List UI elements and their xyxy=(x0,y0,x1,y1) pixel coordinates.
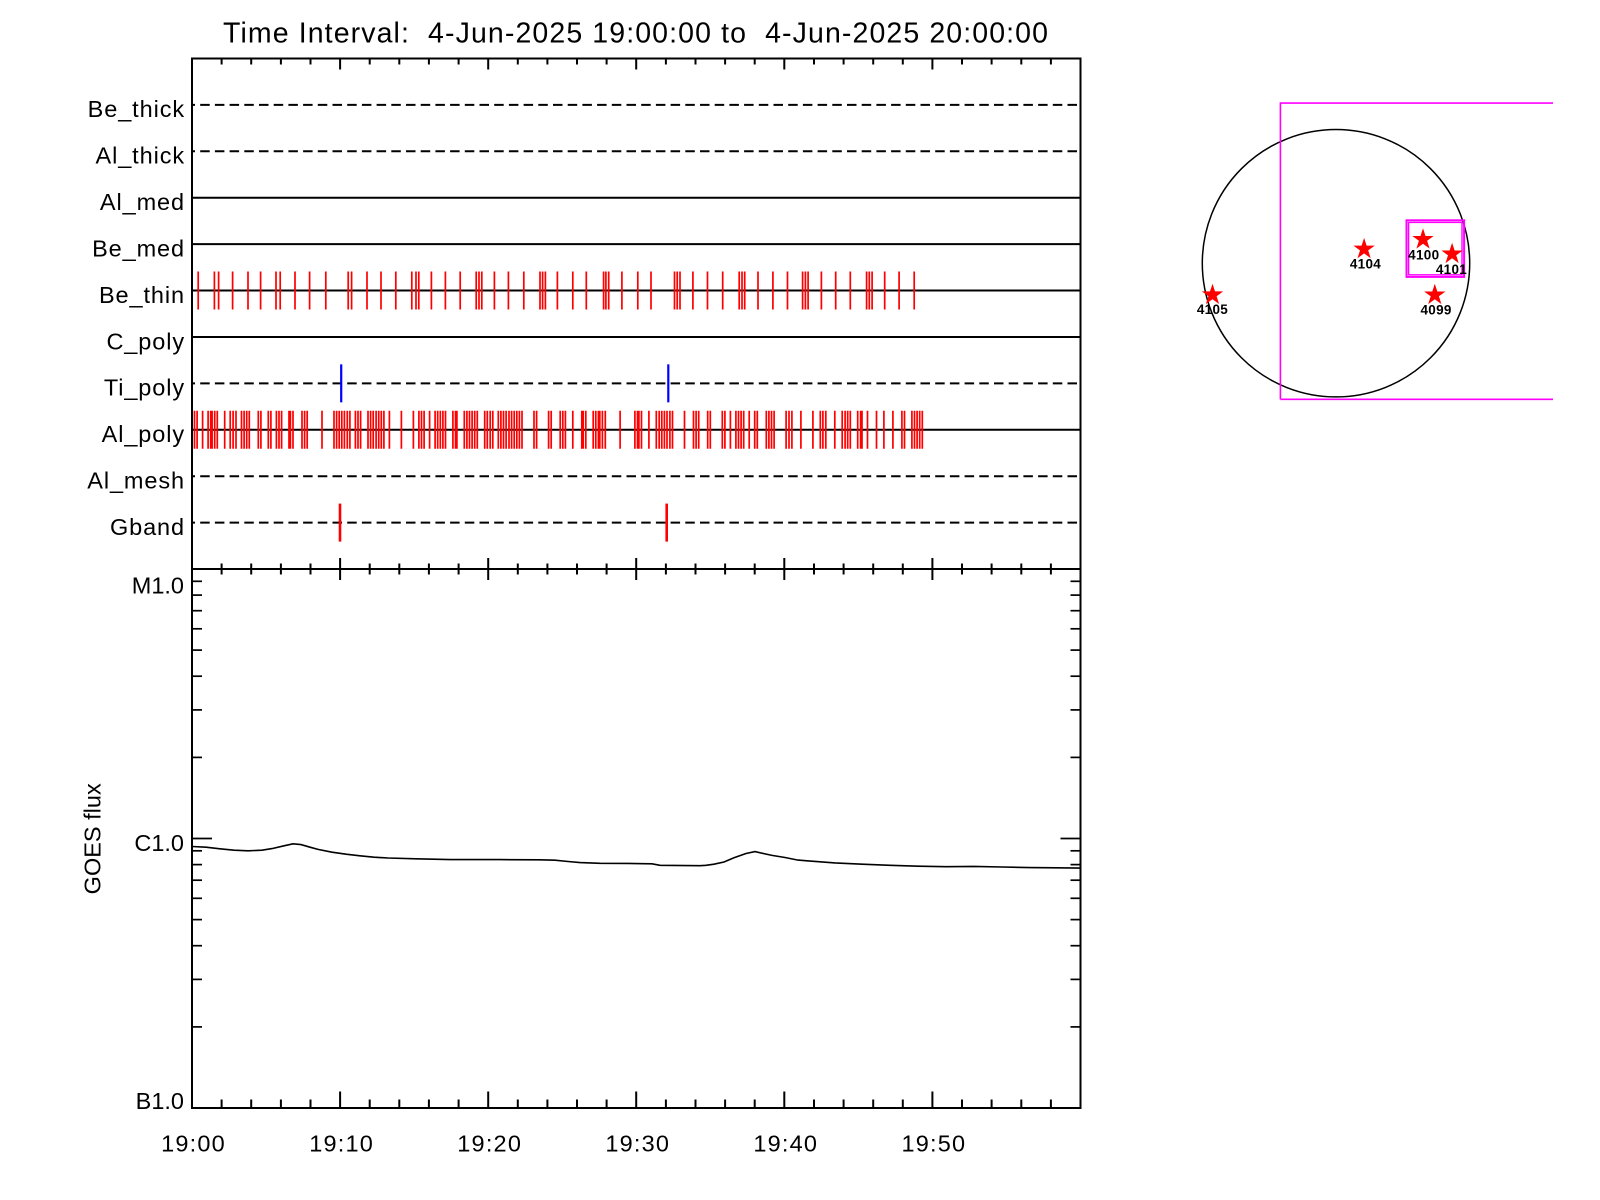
svg-text:Gband: Gband xyxy=(110,514,185,540)
svg-text:19:00: 19:00 xyxy=(161,1131,226,1157)
svg-text:Al_mesh: Al_mesh xyxy=(87,468,185,494)
svg-text:Al_thick: Al_thick xyxy=(96,143,185,169)
svg-text:19:40: 19:40 xyxy=(753,1131,818,1157)
svg-text:19:50: 19:50 xyxy=(901,1131,966,1157)
svg-text:Ti_poly: Ti_poly xyxy=(104,375,185,401)
svg-text:4100: 4100 xyxy=(1408,248,1439,263)
svg-text:Al_med: Al_med xyxy=(100,189,185,215)
svg-text:Al_poly: Al_poly xyxy=(102,421,185,447)
svg-text:C1.0: C1.0 xyxy=(134,830,184,856)
svg-text:Time Interval: 4-Jun-2025 19:: Time Interval: 4-Jun-2025 19:00:00 to 4-… xyxy=(223,18,1048,50)
svg-text:19:10: 19:10 xyxy=(309,1131,374,1157)
svg-text:4105: 4105 xyxy=(1197,302,1228,317)
svg-text:GOES flux: GOES flux xyxy=(80,783,106,894)
svg-text:4104: 4104 xyxy=(1350,257,1381,272)
svg-text:C_poly: C_poly xyxy=(106,328,185,354)
svg-text:Be_med: Be_med xyxy=(92,235,185,261)
svg-text:M1.0: M1.0 xyxy=(132,573,184,599)
svg-text:Be_thick: Be_thick xyxy=(88,96,185,122)
svg-text:4099: 4099 xyxy=(1420,303,1451,318)
svg-text:4101: 4101 xyxy=(1436,262,1467,277)
svg-text:Be_thin: Be_thin xyxy=(99,282,185,308)
svg-text:19:30: 19:30 xyxy=(605,1131,670,1157)
svg-text:19:20: 19:20 xyxy=(457,1131,522,1157)
svg-text:B1.0: B1.0 xyxy=(136,1088,184,1114)
